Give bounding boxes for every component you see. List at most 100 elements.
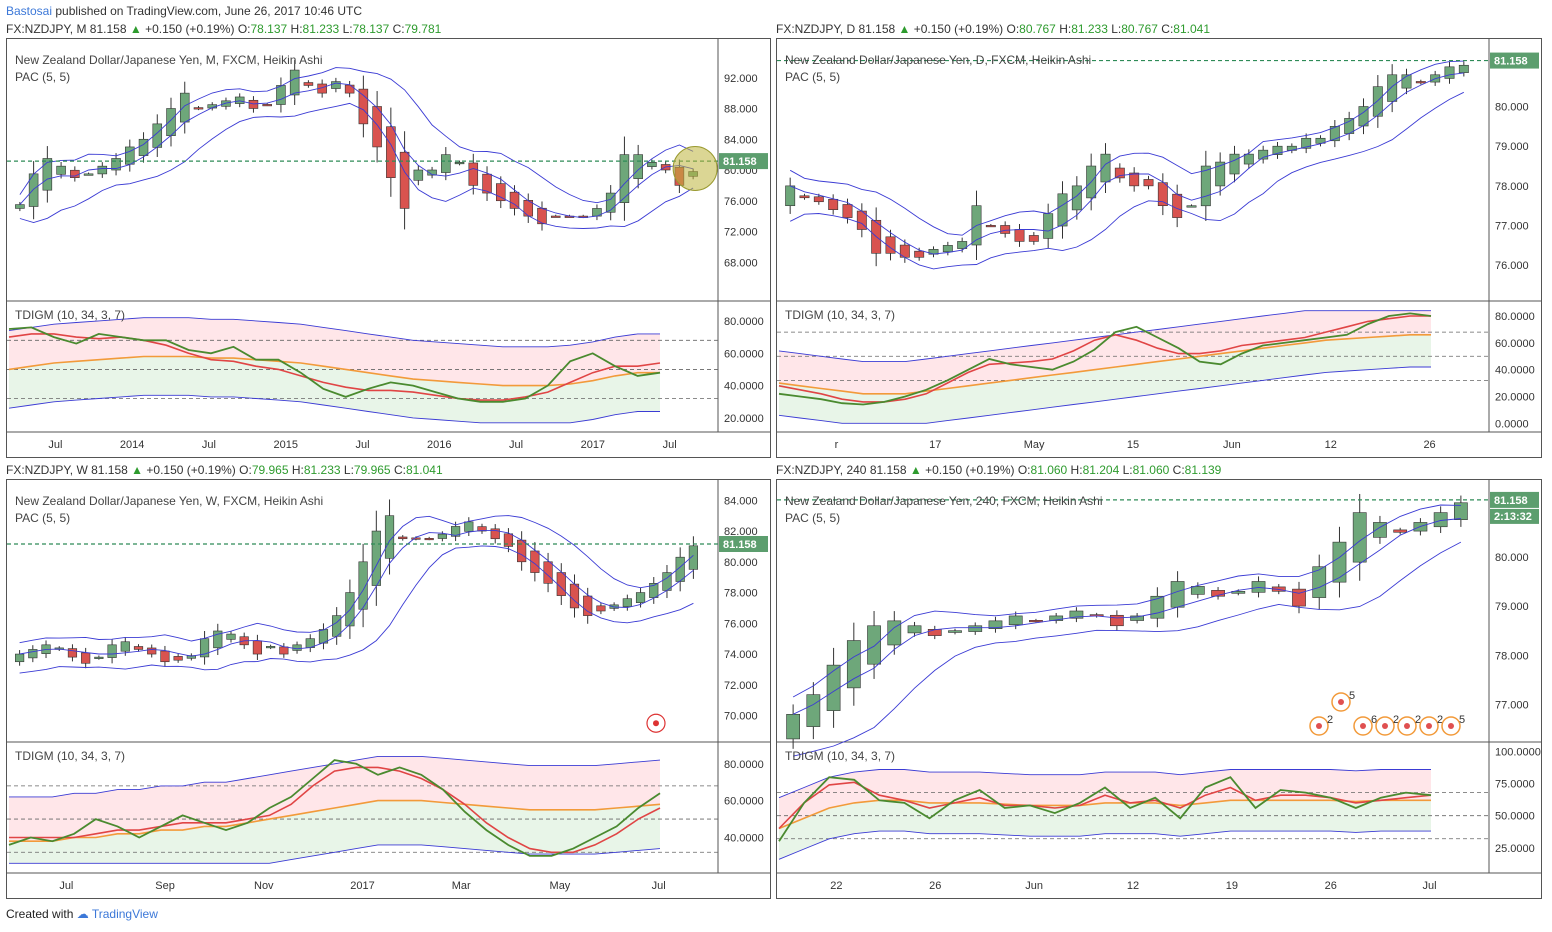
last-price: 81.158	[869, 463, 910, 477]
open-value: 78.137	[250, 22, 288, 36]
low-label: L:	[1107, 22, 1122, 36]
candle	[138, 138, 149, 156]
h4-chart-panel[interactable]: 81.15880.00079.00078.00077.00081.1582:13…	[776, 479, 1542, 899]
tdi-tick-label: 100.0000	[1495, 747, 1541, 759]
candle	[97, 165, 108, 175]
high-value: 81.233	[303, 463, 341, 477]
candle	[530, 550, 540, 573]
price-tick-label: 80.000	[1495, 552, 1529, 564]
candle	[454, 162, 465, 165]
pac-lower-line	[789, 91, 1465, 270]
last-price: 81.158	[91, 463, 132, 477]
tdi-upper-band-fill	[779, 769, 1431, 829]
tdi-lower-band-fill	[779, 334, 1431, 424]
author-link[interactable]: Bastosai	[6, 4, 53, 18]
event-marker-dot	[1426, 723, 1432, 729]
candle	[289, 69, 300, 96]
candle	[1215, 161, 1226, 187]
price-tick-label: 78.000	[1495, 181, 1529, 193]
event-marker-dot	[1338, 699, 1344, 705]
chart-title: New Zealand Dollar/Japanese Yen, M, FXCM…	[15, 53, 323, 67]
time-tick-label: Jul	[652, 880, 666, 892]
time-tick-label: Jun	[1223, 439, 1241, 451]
candle	[1292, 588, 1306, 607]
high-value: 81.233	[302, 22, 340, 36]
candle	[1186, 205, 1197, 208]
price-tick-label: 72.000	[724, 680, 758, 692]
candle	[988, 620, 1003, 629]
candle	[133, 646, 144, 650]
tdi-green-line	[8, 759, 661, 857]
candle	[67, 648, 78, 658]
tdi-tick-label: 80.0000	[724, 759, 764, 771]
candle	[371, 530, 381, 586]
weekly-chart-panel[interactable]: 84.000 82.000 80.000 78.000 76.000 74.000 72.0…	[6, 479, 771, 899]
price-tick-label: 79.000	[1495, 141, 1529, 153]
tdi-tick-label: 50.0000	[1495, 811, 1535, 823]
event-count: 2	[1437, 714, 1443, 726]
symbol-label: FX:NZDJPY, M	[6, 22, 90, 36]
candle	[193, 107, 204, 110]
price-tick-label: 88.000	[724, 104, 758, 116]
chart-svg: 81.15880.00079.00078.00077.00076.00081.1…	[777, 39, 1541, 451]
candle	[887, 620, 902, 646]
pac-indicator-label: PAC (5, 5)	[785, 511, 841, 525]
time-tick-label: Nov	[254, 880, 274, 892]
candle	[386, 126, 396, 178]
candle	[1029, 620, 1043, 623]
change-value: +0.150 (+0.19%)	[921, 463, 1018, 477]
candle	[1143, 179, 1154, 187]
candle	[70, 169, 80, 178]
tdi-tick-label: 80.0000	[1495, 311, 1535, 323]
close-label: C:	[1157, 22, 1174, 36]
candle	[1415, 81, 1426, 84]
price-tag	[719, 535, 768, 552]
candle	[1200, 165, 1211, 207]
candle	[173, 656, 183, 661]
candle	[1069, 610, 1084, 619]
tdi-tick-label: 40.0000	[1495, 365, 1535, 377]
candle	[266, 646, 276, 649]
time-tick-label: Jul	[1423, 880, 1437, 892]
h4-header: FX:NZDJPY, 240 81.158 ▲ +0.150 (+0.19%) …	[776, 463, 1221, 477]
candle	[292, 644, 302, 651]
low-label: L:	[339, 22, 353, 36]
price-tag-label: 81.158	[723, 539, 757, 551]
candle	[688, 545, 698, 570]
time-tick-label: 12	[1325, 439, 1337, 451]
monthly-chart-panel[interactable]: 92.000 88.000 84.000 80.000 76.000 72.000 68.0…	[6, 38, 771, 458]
candle	[160, 650, 170, 663]
daily-chart-panel[interactable]: 81.15880.00079.00078.00077.00076.00081.1…	[776, 38, 1542, 458]
candle	[1130, 615, 1144, 621]
candle	[1454, 502, 1468, 520]
event-count: 6	[1371, 714, 1377, 726]
time-tick-label: 22	[830, 880, 842, 892]
symbol-label: FX:NZDJPY, D	[776, 22, 859, 36]
chart-svg: 92.00088.00084.00080.00076.00072.00068.0…	[7, 39, 770, 451]
time-tick-label: 26	[1423, 439, 1435, 451]
candle	[424, 537, 434, 541]
candle	[42, 158, 53, 191]
candle	[1352, 512, 1367, 563]
footer: Created with ☁ TradingView	[6, 907, 158, 921]
candle	[1049, 615, 1064, 621]
candle	[1458, 64, 1469, 73]
change-value: +0.150 (+0.19%)	[143, 463, 240, 477]
candle	[948, 630, 962, 633]
event-marker-dot	[1316, 723, 1322, 729]
pac-lower-line	[19, 545, 694, 674]
tradingview-brand-link[interactable]: TradingView	[91, 907, 158, 921]
candle	[907, 625, 922, 634]
alert-marker-icon[interactable]	[646, 713, 666, 733]
high-label: H:	[288, 463, 304, 477]
close-label: C:	[390, 463, 406, 477]
candle	[276, 85, 286, 105]
time-tick-label: 2017	[581, 439, 605, 451]
candle	[94, 656, 104, 659]
high-label: H:	[1055, 22, 1072, 36]
candle	[675, 556, 685, 582]
tdi-tick-label: 60.0000	[1495, 338, 1535, 350]
candle	[1387, 74, 1398, 102]
tdi-tick-label: 0.0000	[1495, 418, 1529, 430]
open-label: O:	[239, 463, 252, 477]
